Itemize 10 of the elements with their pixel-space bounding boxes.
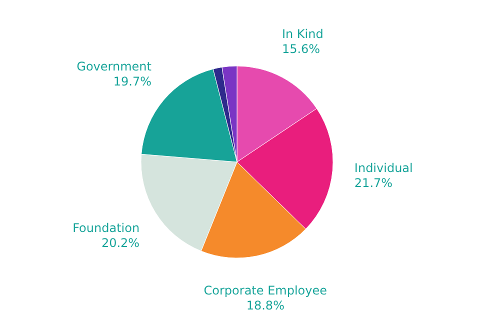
data-label: 21.7% <box>354 176 393 190</box>
slice-label: Corporate Employee <box>204 284 328 298</box>
slice-label: Government <box>76 60 152 74</box>
data-label: 18.8% <box>246 298 284 313</box>
slice-label: Foundation <box>72 221 140 236</box>
data-label: 15.6% <box>282 42 320 56</box>
slice-label: Individual <box>354 161 413 176</box>
data-label: 20.2% <box>101 236 140 250</box>
slice-label: In Kind <box>282 26 324 41</box>
data-label: 19.7% <box>113 74 152 89</box>
